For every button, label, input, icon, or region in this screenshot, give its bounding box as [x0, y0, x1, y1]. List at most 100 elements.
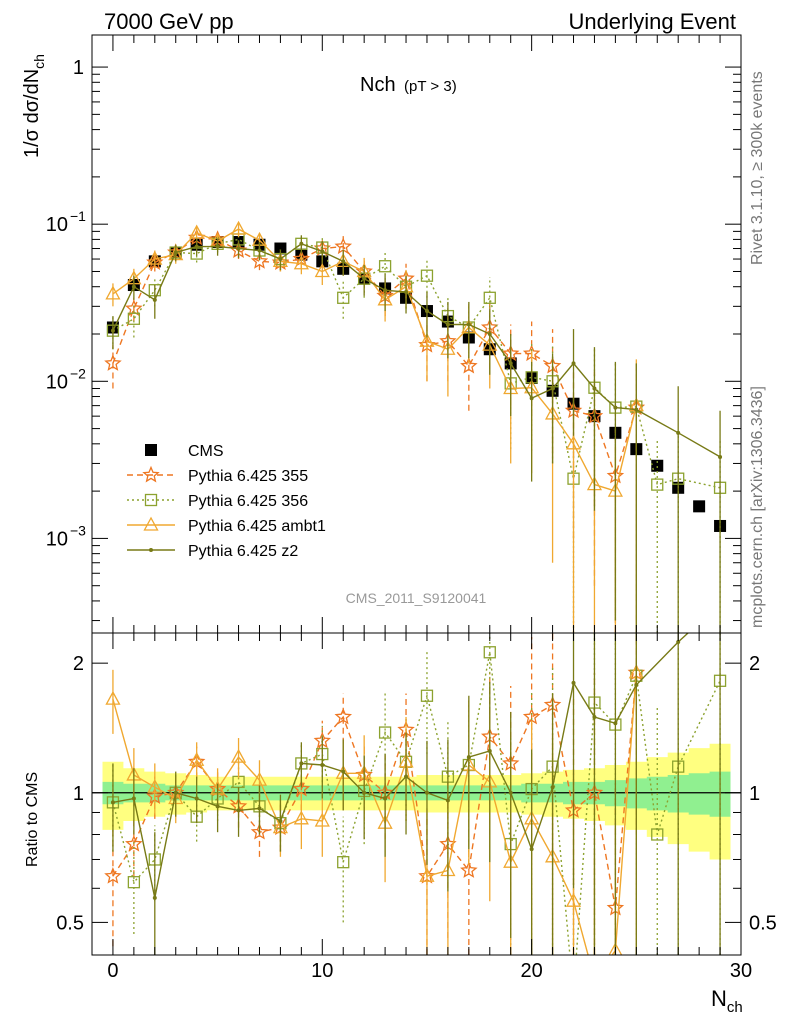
legend-entry: Pythia 6.425 z2 [127, 543, 298, 560]
ratio-y-tick-label: 0.5 [56, 912, 84, 934]
ratio-point [337, 856, 350, 869]
ratio-point [278, 818, 283, 823]
y-tick-label-exponent: −3 [70, 522, 86, 538]
ratio-point [487, 749, 492, 754]
ratio-point [131, 796, 136, 801]
data-point [383, 288, 388, 293]
data-point [105, 285, 121, 300]
main-y-axis-title-text: 1/σ dσ/dNch [21, 54, 47, 158]
ratio-data-layer [91, 633, 742, 955]
ratio-point [152, 895, 157, 900]
data-point [250, 252, 269, 269]
y-tick-label: 10 [46, 528, 68, 550]
ratio-y-tick-label: 2 [73, 653, 84, 675]
ratio-point [522, 707, 541, 725]
ratio-point [420, 689, 434, 702]
header-process-label: 7000 GeV pp [104, 9, 234, 34]
main-panel: Nch (pT > 3) CMS_2011_S9120041 1/σ dσ/dN… [21, 34, 742, 634]
data-point [257, 248, 262, 253]
data-point [341, 259, 346, 264]
data-point [173, 250, 178, 255]
ratio-point [194, 796, 199, 801]
series-0 [106, 236, 727, 532]
ratio-point [571, 680, 576, 685]
ratio-point [651, 828, 664, 841]
data-point [651, 478, 664, 491]
main-y-axis-title-main: 1/σ dσ/dN [21, 69, 43, 158]
x-tick-label: 20 [521, 960, 543, 982]
data-point [230, 220, 247, 235]
y-tick-label: 1 [73, 57, 84, 79]
data-point [104, 354, 122, 371]
y-tick-label: 10 [46, 214, 68, 236]
data-point [131, 284, 136, 289]
data-point [420, 269, 434, 282]
main-y-axis-title: 1/σ dσ/dNch [21, 54, 47, 158]
ratio-plot-frame [91, 632, 742, 956]
legend-marker [149, 548, 153, 552]
data-point [147, 250, 163, 265]
data-point [110, 328, 115, 333]
x-tick-label: 30 [730, 960, 752, 982]
data-point [278, 257, 283, 262]
data-point [337, 291, 350, 304]
rivet-version-label: Rivet 3.1.10, ≥ 300k events [749, 71, 766, 265]
main-title-cut: (pT > 3) [404, 78, 457, 95]
ratio-point [445, 798, 450, 803]
main-title-text: Nch [360, 74, 396, 96]
data-point [550, 386, 555, 391]
legend-marker [144, 493, 158, 507]
data-point [215, 244, 220, 249]
data-point [651, 459, 664, 472]
legend-label: Pythia 6.425 z2 [188, 543, 298, 560]
ratio-point [565, 892, 582, 907]
legend: CMS Pythia 6.425 355 Pythia 6.425 356 Pythi… [127, 443, 326, 560]
data-point [314, 263, 330, 278]
ratio-point [676, 639, 681, 644]
data-point [362, 276, 367, 281]
legend-entry: Pythia 6.425 356 [127, 493, 308, 510]
ratio-point [299, 761, 304, 766]
legend-entry: Pythia 6.425 355 [127, 465, 308, 485]
data-point [378, 260, 392, 273]
ratio-point [257, 806, 262, 811]
legend-marker [142, 465, 160, 483]
data-point [613, 405, 618, 410]
watermark-label: CMS_2011_S9120041 [346, 590, 487, 606]
y-tick-label: 10 [46, 371, 68, 393]
ratio-y-tick-labels: 0.5 0.5 1 1 2 2 [56, 653, 777, 934]
data-point [693, 500, 706, 513]
legend-entry: Pythia 6.425 ambt1 [127, 516, 326, 535]
ratio-point [550, 785, 555, 790]
ratio-point [105, 690, 121, 705]
ratio-series-3 [110, 633, 721, 955]
data-point [274, 242, 287, 255]
data-point [445, 322, 450, 327]
ratio-point [608, 942, 623, 955]
data-point [299, 241, 304, 246]
main-y-axis-title-sub: ch [31, 54, 47, 69]
legend-marker [143, 516, 159, 531]
legend-label: Pythia 6.425 355 [188, 468, 308, 485]
ratio-point [173, 790, 178, 795]
series-1 [104, 228, 646, 633]
data-point [676, 430, 681, 435]
x-tick-labels: 0 10 20 30 [107, 960, 752, 982]
ratio-point [419, 867, 435, 882]
ratio-point [189, 751, 205, 766]
ratio-point [147, 778, 163, 793]
x-axis-title: Nch [711, 986, 743, 1016]
legend-label: Pythia 6.425 ambt1 [188, 518, 326, 535]
legend-entry: CMS [145, 443, 224, 460]
series-line [112, 228, 637, 492]
series-2 [106, 232, 727, 633]
data-point [293, 255, 309, 270]
data-point [419, 332, 435, 347]
ratio-point [483, 646, 496, 659]
data-point [152, 297, 157, 302]
ratio-point [613, 721, 618, 726]
ratio-point [127, 876, 141, 889]
ratio-point [529, 847, 534, 852]
ratio-point [230, 748, 247, 763]
data-point [460, 356, 478, 374]
